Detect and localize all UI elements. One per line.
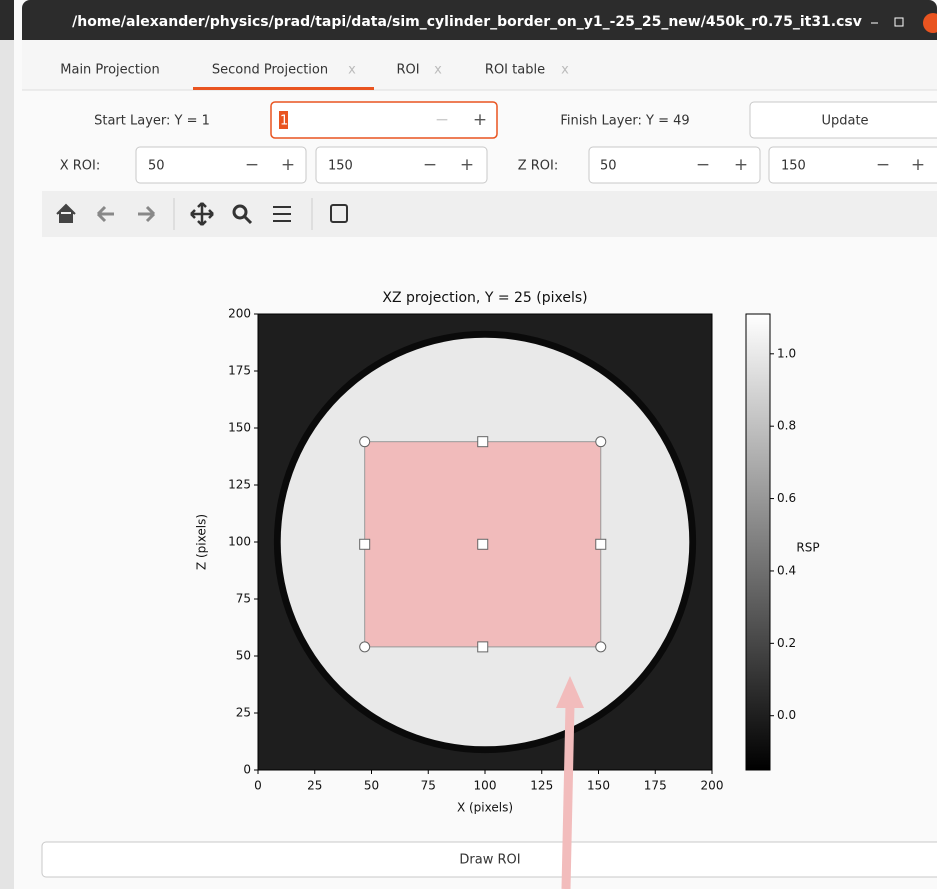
finish-layer-label: Finish Layer: Y = 49 [560,114,689,129]
colorbar-tick-label: 0.4 [777,563,796,577]
annotation-arrow [566,705,570,889]
increment-button[interactable]: + [734,155,748,175]
left-panel [0,0,14,889]
y-tick-label: 100 [228,535,251,549]
start-layer-label: Start Layer: Y = 1 [94,114,210,129]
y-axis-label: Z (pixels) [195,514,209,570]
tab[interactable]: Main Projection [60,63,159,78]
x-tick-label: 100 [474,779,497,793]
roi-corner-handle [596,642,606,652]
colorbar-tick-label: 1.0 [777,346,796,360]
roi-corner-handle [360,437,370,447]
increment-button[interactable]: + [911,155,925,175]
y-tick-label: 125 [228,478,251,492]
tab[interactable]: ROI [396,63,419,78]
decrement-button[interactable]: − [876,155,890,175]
y-tick-label: 175 [228,364,251,378]
tab[interactable]: ROI table [485,63,545,78]
roi-corner-handle [360,642,370,652]
decrement-button[interactable]: − [245,155,259,175]
z-roi-max[interactable]: 150 [781,159,806,174]
x-roi-max[interactable]: 150 [328,159,353,174]
y-tick-label: 200 [228,307,251,321]
x-tick-label: 50 [364,779,379,793]
y-tick-label: 75 [236,592,251,606]
start-layer-value[interactable]: 1 [280,114,288,129]
toolbar [42,191,937,237]
roi-edge-handle [478,642,488,652]
screen: /home/alexander/physics/prad/tapi/data/s… [0,0,937,889]
increment-button[interactable]: + [460,155,474,175]
active-tab-indicator [193,87,374,90]
update-button-label[interactable]: Update [821,114,868,129]
roi-edge-handle [478,437,488,447]
decrement-button[interactable]: − [423,155,437,175]
x-tick-label: 200 [701,779,724,793]
x-axis-label: X (pixels) [457,801,513,815]
increment-button[interactable]: + [473,110,487,130]
decrement-button[interactable]: − [696,155,710,175]
y-tick-label: 150 [228,421,251,435]
x-tick-label: 75 [421,779,436,793]
left-panel-bar [0,0,14,40]
roi-edge-handle [478,539,488,549]
tab-close[interactable]: x [561,63,569,78]
window-title: /home/alexander/physics/prad/tapi/data/s… [72,14,862,30]
colorbar [746,314,770,770]
colorbar-tick-label: 0.2 [777,636,796,650]
start-layer-input[interactable] [271,102,497,138]
decrement-button[interactable]: − [435,110,449,130]
colorbar-tick-label: 0.0 [777,708,796,722]
tab-close[interactable]: x [434,63,442,78]
x-tick-label: 150 [587,779,610,793]
colorbar-label: RSP [796,541,819,555]
y-tick-label: 50 [236,649,251,663]
roi-edge-handle [596,539,606,549]
draw-roi-label[interactable]: Draw ROI [459,853,520,868]
tab-close[interactable]: x [348,63,356,78]
z-roi-min[interactable]: 50 [600,159,617,174]
x-tick-label: 0 [254,779,262,793]
x-tick-label: 25 [307,779,322,793]
roi-edge-handle [360,539,370,549]
x-tick-label: 125 [530,779,553,793]
colorbar-tick-label: 0.8 [777,419,796,433]
x-roi-label: X ROI: [60,159,101,174]
y-tick-label: 0 [243,763,251,777]
roi-corner-handle [596,437,606,447]
y-tick-label: 25 [236,706,251,720]
increment-button[interactable]: + [281,155,295,175]
colorbar-tick-label: 0.6 [777,491,796,505]
x-tick-label: 175 [644,779,667,793]
chart-title: XZ projection, Y = 25 (pixels) [382,290,587,306]
tab[interactable]: Second Projection [212,63,328,78]
x-roi-min[interactable]: 50 [148,159,165,174]
z-roi-label: Z ROI: [518,159,559,174]
